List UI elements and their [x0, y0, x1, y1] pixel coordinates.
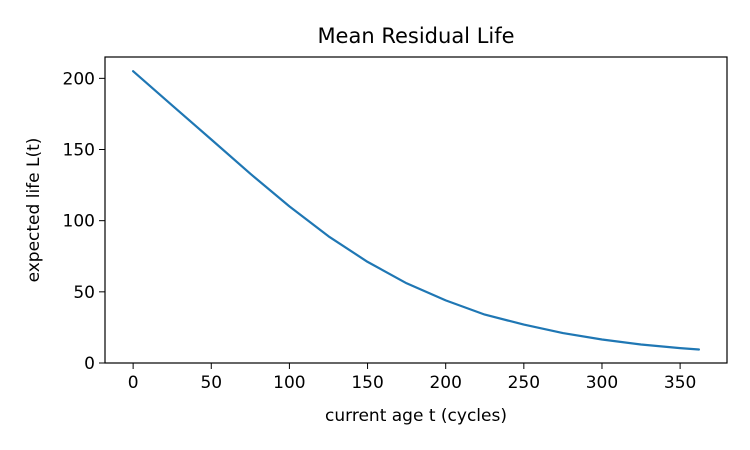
plot-area — [132, 70, 700, 351]
x-tick-label: 300 — [586, 373, 618, 393]
x-tick-label: 150 — [351, 373, 383, 393]
chart-title: Mean Residual Life — [317, 24, 514, 48]
x-axis: 0 50 100 150 200 250 300 350 — [128, 363, 696, 393]
x-tick-label: 200 — [429, 373, 461, 393]
y-tick-label: 150 — [63, 141, 95, 161]
x-tick-label: 250 — [508, 373, 540, 393]
y-axis-label: expected life L(t) — [24, 138, 44, 283]
x-tick-label: 50 — [200, 373, 222, 393]
y-tick-label: 0 — [84, 354, 95, 374]
x-tick-label: 350 — [664, 373, 696, 393]
plot-frame — [104, 56, 728, 364]
y-tick-label: 200 — [63, 69, 95, 89]
x-tick-label: 100 — [273, 373, 305, 393]
x-tick-label: 0 — [128, 373, 139, 393]
y-axis: 0 50 100 150 200 — [63, 69, 105, 374]
series-line-0 — [132, 70, 700, 351]
y-tick-label: 100 — [63, 212, 95, 232]
x-axis-label: current age t (cycles) — [325, 406, 507, 426]
y-tick-label: 50 — [73, 283, 95, 303]
